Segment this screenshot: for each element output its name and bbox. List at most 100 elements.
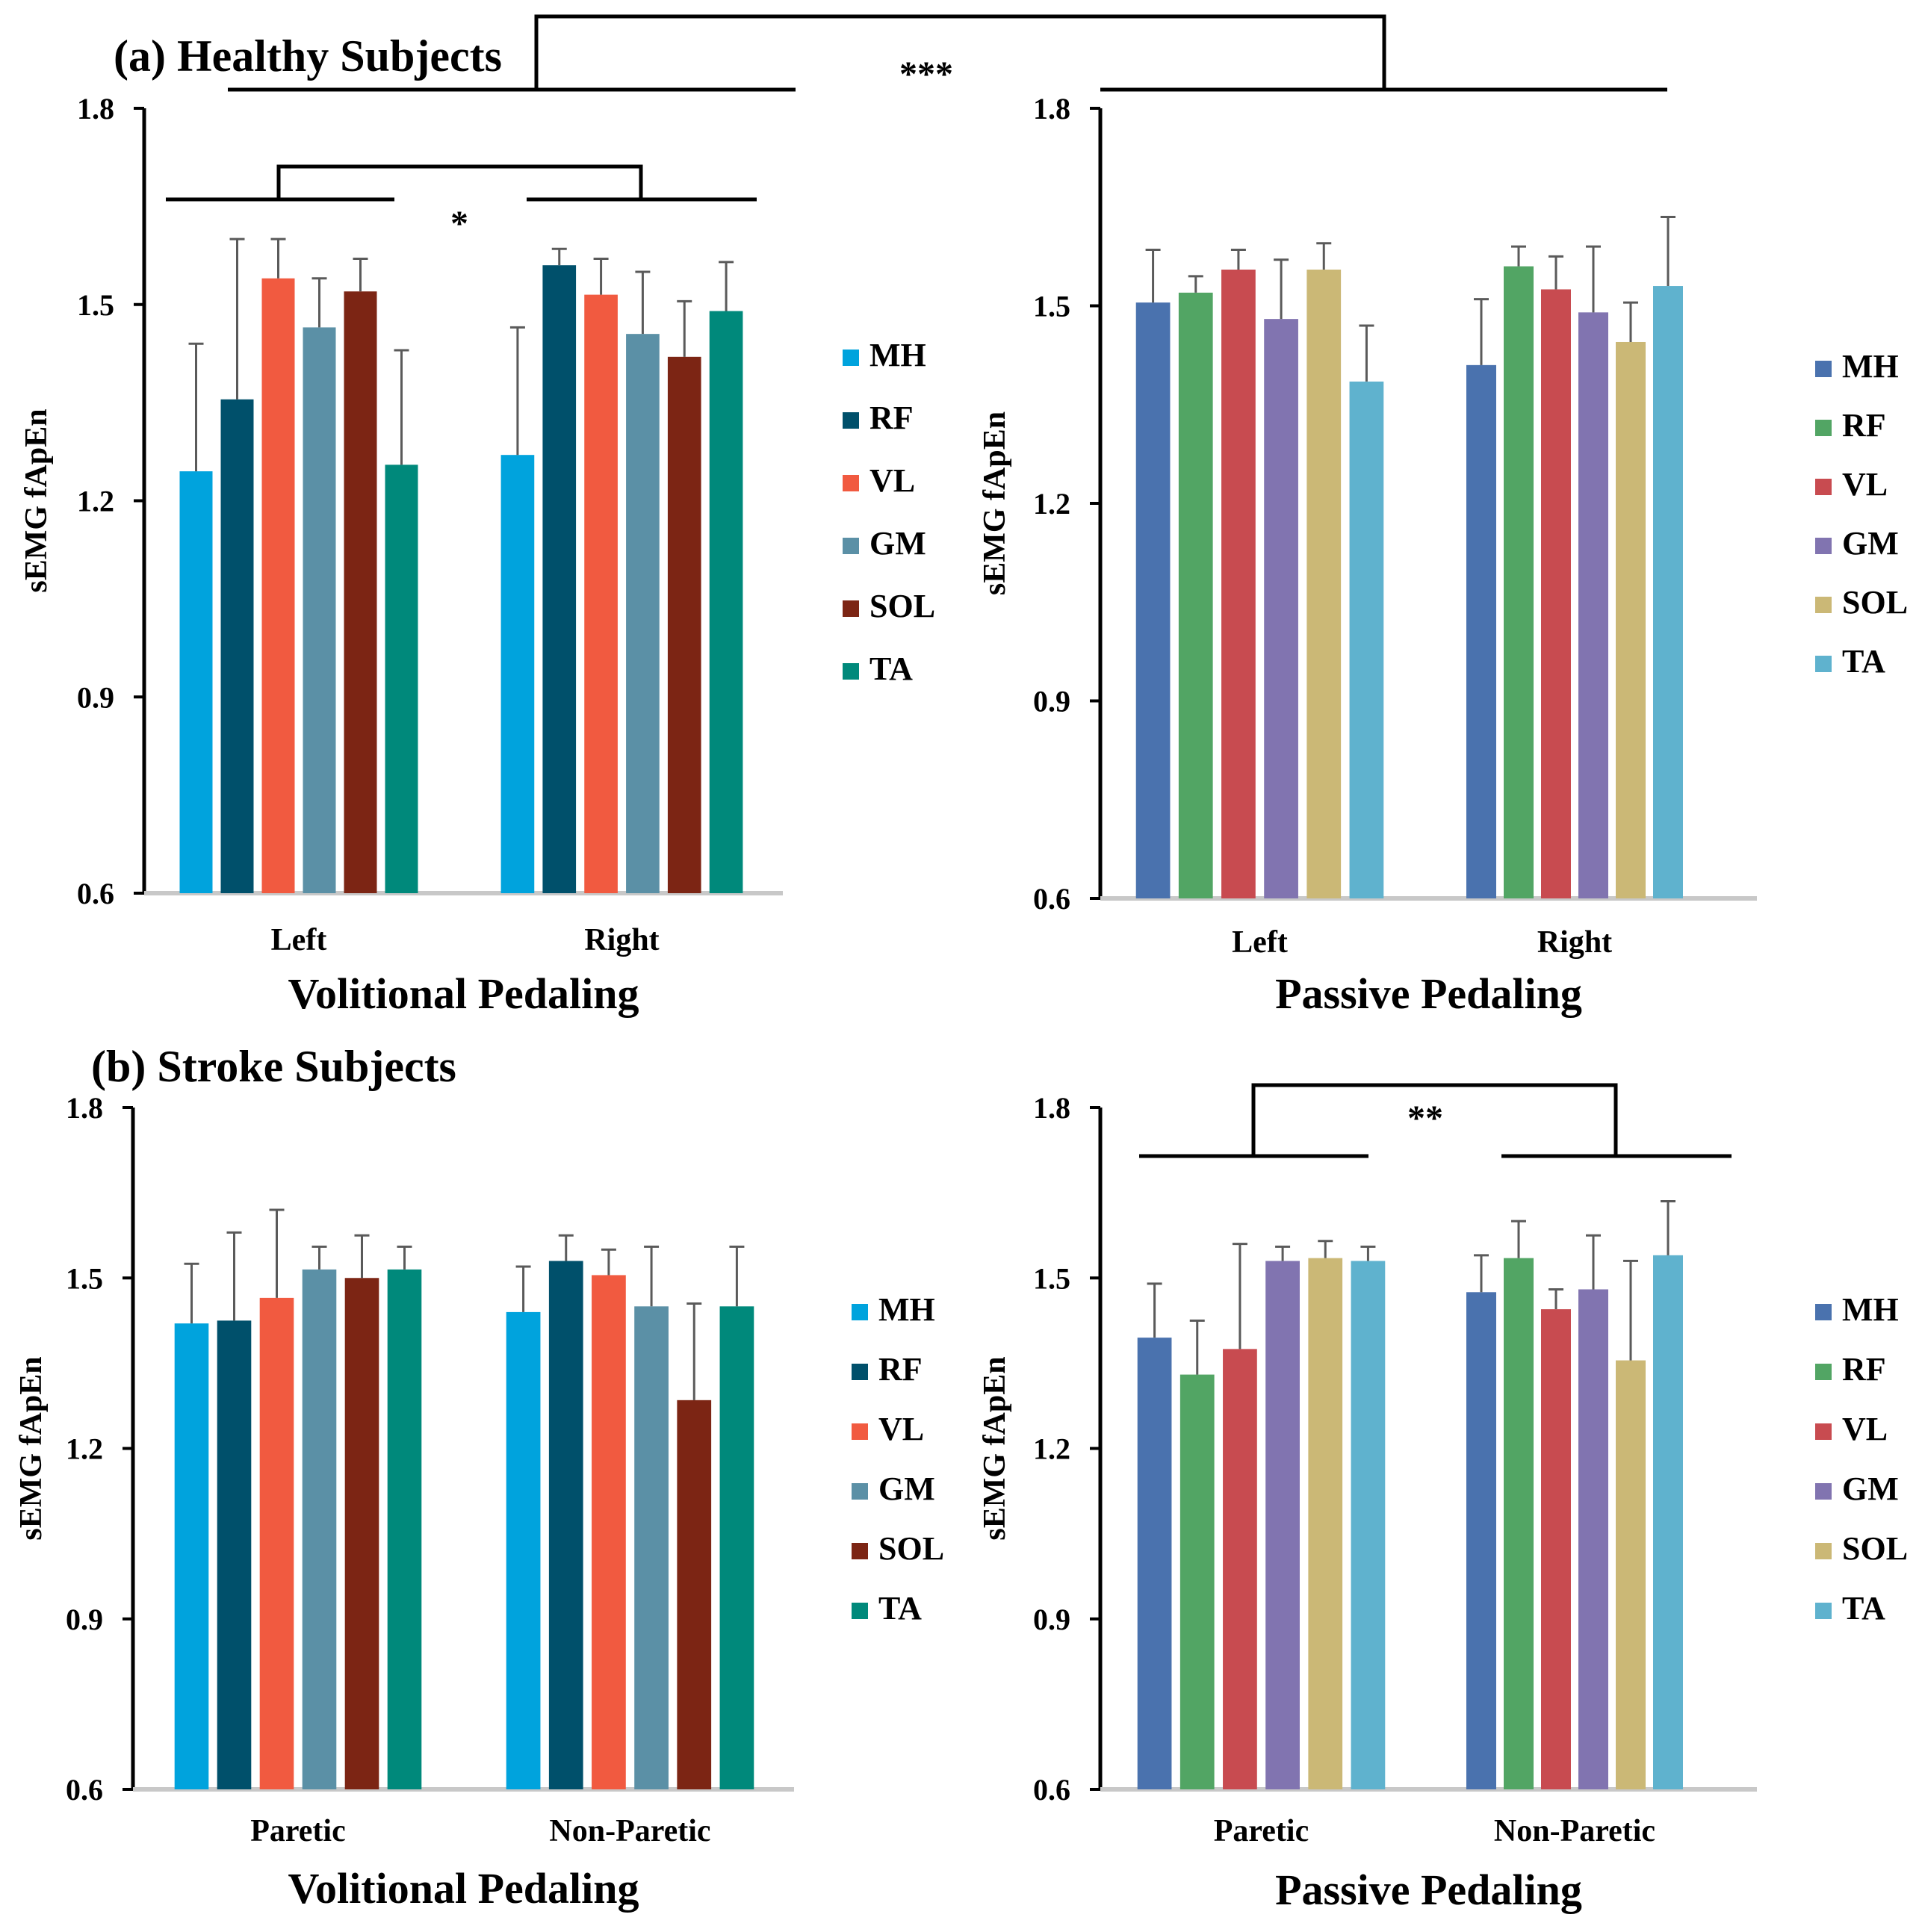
significance-bracket-top: ***	[228, 14, 1667, 94]
bar-sol-non-paretic	[1616, 1360, 1646, 1789]
x-category-label: Paretic	[1214, 1814, 1309, 1848]
legend-swatch-rf	[852, 1364, 868, 1380]
bar-sol-left	[1306, 270, 1342, 899]
bar-ta-non-paretic	[719, 1306, 754, 1789]
y-tick-label: 0.6	[1033, 882, 1070, 916]
bar-sol-paretic	[344, 1278, 379, 1789]
bar-mh-paretic	[1137, 1338, 1172, 1789]
legend-swatch-sol	[1815, 1543, 1832, 1559]
x-category-label: Paretic	[250, 1814, 345, 1848]
y-axis-title: sEMG fApEn	[14, 1356, 49, 1540]
legend-label-sol: SOL	[1842, 1530, 1908, 1567]
bar-ta-left	[385, 465, 418, 893]
bar-sol-left	[344, 291, 377, 893]
panel-healthy-volitional: 0.6 0.9 1.2 1.5 1.8 Left Right Volitional Pedal…	[19, 92, 935, 1018]
bar-vl-non-paretic	[1541, 1309, 1571, 1789]
bar-vl-paretic	[259, 1297, 294, 1789]
bar-rf-paretic	[1179, 1374, 1215, 1789]
legend-swatch-mh	[852, 1304, 868, 1320]
y-tick-label: 0.9	[1033, 1603, 1070, 1636]
panel-stroke-passive: 0.6 0.9 1.2 1.5 1.8 Paretic Non-Paretic Passive…	[978, 1091, 1908, 1914]
legend-swatch-ta	[1815, 656, 1832, 672]
legend-label-gm: GM	[878, 1470, 935, 1507]
bar-rf-left	[1178, 292, 1213, 898]
y-tick-label: 1.5	[1033, 290, 1070, 323]
legend-label-gm: GM	[1842, 1470, 1899, 1507]
x-category-label: Right	[1537, 925, 1612, 960]
legend-swatch-gm	[1815, 538, 1832, 554]
legend-swatch-vl	[843, 475, 859, 491]
legend-label-sol: SOL	[878, 1530, 944, 1567]
legend-label-rf: RF	[869, 400, 914, 436]
x-axis-title: Volitional Pedaling	[288, 969, 639, 1018]
y-tick-label: 1.5	[77, 288, 114, 322]
bar-rf-right	[1504, 266, 1534, 899]
legend-swatch-sol	[852, 1543, 868, 1559]
y-tick-label: 1.2	[1033, 487, 1070, 521]
bar-ta-non-paretic	[1653, 1255, 1683, 1789]
legend-label-ta: TA	[1842, 1590, 1885, 1627]
legend-label-rf: RF	[878, 1351, 923, 1388]
legend-swatch-rf	[1815, 420, 1832, 436]
bar-gm-non-paretic	[634, 1306, 669, 1789]
significance-label-healthy-volitional: *	[450, 204, 468, 243]
bar-vl-right	[1541, 289, 1571, 898]
bar-mh-left	[1135, 302, 1171, 898]
section-title-stroke: (b) Stroke Subjects	[91, 1042, 456, 1091]
legend-swatch-mh	[1815, 361, 1832, 377]
y-tick-label: 1.8	[1033, 92, 1070, 125]
bar-sol-non-paretic	[677, 1400, 712, 1789]
bar-ta-paretic	[1351, 1261, 1386, 1789]
bar-rf-right	[542, 265, 577, 893]
legend-label-mh: MH	[1842, 348, 1899, 385]
bar-rf-paretic	[217, 1320, 252, 1789]
bar-vl-paretic	[1223, 1349, 1257, 1789]
bar-mh-right	[1466, 364, 1496, 899]
bar-vl-non-paretic	[592, 1275, 626, 1789]
significance-bracket-stroke-passive: **	[1139, 1083, 1732, 1158]
y-tick-label: 0.6	[66, 1773, 103, 1807]
legend-label-gm: GM	[1842, 525, 1899, 562]
y-tick-label: 1.8	[66, 1091, 103, 1125]
x-category-label: Left	[1232, 925, 1288, 960]
bar-mh-non-paretic	[506, 1311, 541, 1789]
legend-swatch-sol	[843, 600, 859, 617]
bar-ta-paretic	[387, 1269, 422, 1789]
y-axis-title: sEMG fApEn	[978, 1356, 1012, 1540]
bar-gm-left	[303, 327, 336, 893]
legend-swatch-gm	[852, 1483, 868, 1500]
legend-swatch-rf	[1815, 1364, 1832, 1380]
legend-label-vl: VL	[869, 462, 915, 499]
y-tick-label: 1.8	[1033, 1091, 1070, 1125]
bar-rf-non-paretic	[1504, 1258, 1534, 1789]
y-axis-title: sEMG fApEn	[19, 409, 54, 592]
legend-label-sol: SOL	[869, 588, 935, 624]
legend-label-mh: MH	[878, 1291, 935, 1328]
legend-label-ta: TA	[878, 1590, 922, 1627]
bar-mh-paretic	[174, 1323, 209, 1789]
y-tick-label: 1.2	[77, 485, 114, 518]
bar-vl-left	[261, 278, 295, 893]
y-tick-label: 0.9	[1033, 685, 1070, 718]
bar-mh-left	[179, 471, 213, 893]
bar-sol-right	[667, 356, 701, 894]
legend-label-ta: TA	[1842, 643, 1885, 680]
legend-swatch-sol	[1815, 597, 1832, 613]
bar-ta-right	[709, 311, 743, 894]
legend-swatch-rf	[843, 412, 859, 429]
bar-rf-left	[220, 399, 254, 893]
legend-swatch-vl	[852, 1423, 868, 1440]
bar-gm-left	[1264, 319, 1298, 899]
bar-gm-non-paretic	[1578, 1289, 1608, 1789]
x-category-label: Left	[271, 923, 327, 957]
x-category-label: Right	[584, 923, 659, 957]
bar-sol-right	[1616, 341, 1646, 898]
legend-swatch-mh	[843, 350, 859, 366]
bar-ta-right	[1653, 286, 1683, 898]
legend-swatch-ta	[843, 663, 859, 680]
x-category-label: Non-Paretic	[1494, 1814, 1655, 1848]
bar-gm-right	[626, 334, 660, 894]
x-axis-title: Volitional Pedaling	[288, 1864, 639, 1913]
bar-gm-paretic	[302, 1269, 337, 1789]
y-tick-label: 0.6	[77, 877, 114, 910]
